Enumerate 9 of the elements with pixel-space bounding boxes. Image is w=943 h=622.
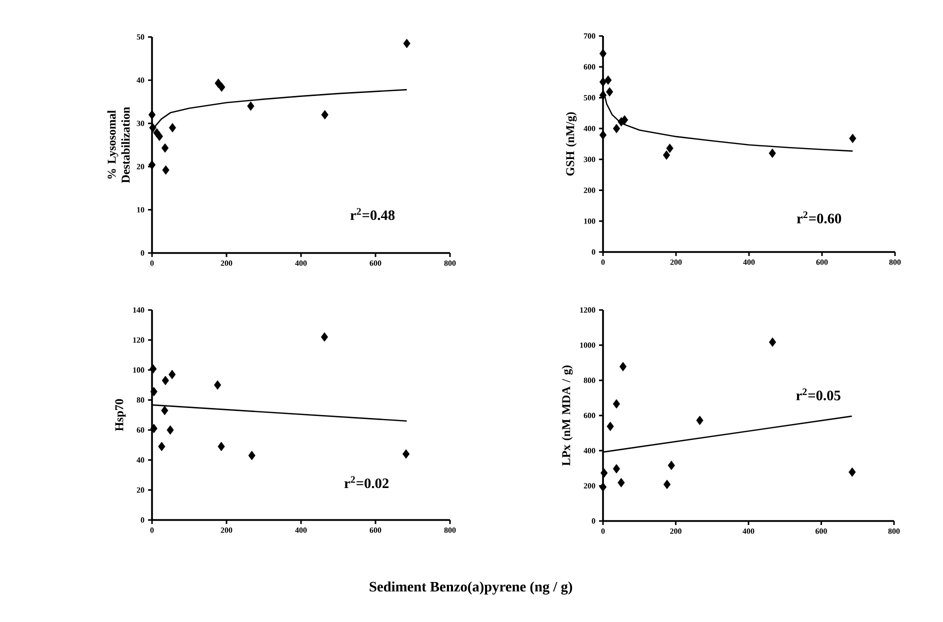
annotation: r$^{2}$=0.02 — [344, 476, 389, 488]
x-axis-title: Sediment Benzo(a)pyrene (ng / g) — [370, 581, 572, 595]
y-axis-title: % Lysosomal Destabilization — [107, 106, 130, 183]
y-axis-title: GSH (nM/g) — [566, 112, 577, 176]
y-axis-title: LPx (nM MDA / g) — [562, 366, 573, 466]
y-axis-title: Hsp70 — [115, 399, 126, 432]
annotation: r$^{2}$=0.60 — [796, 211, 842, 224]
annotation: r$^{2}$=0.48 — [350, 208, 395, 220]
annotation: r$^{2}$=0.05 — [796, 388, 840, 400]
